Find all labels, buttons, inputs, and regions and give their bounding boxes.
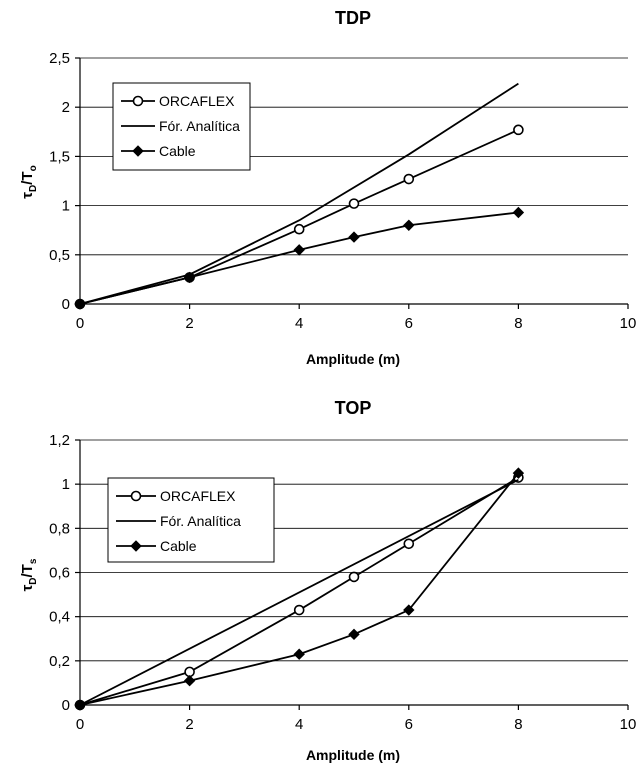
legend-orcaflex-label: ORCAFLEX [160, 488, 236, 504]
x-tick-label: 2 [185, 315, 193, 332]
y-tick-label: 2 [62, 99, 70, 116]
legend-cable-label: Cable [160, 538, 197, 554]
y-tick-label: 0,8 [49, 520, 70, 537]
series-orcaflex-point [293, 223, 305, 235]
x-tick-labels: 0 2 4 6 8 10 [76, 716, 637, 733]
x-tick-label: 8 [514, 315, 522, 332]
y-tick-label: 0,2 [49, 653, 70, 670]
y-axis-label-sub1: D [28, 577, 39, 584]
y-axis-label: τD/To [19, 165, 39, 198]
legend-orcaflex-label: ORCAFLEX [159, 93, 235, 109]
series-cable-point [293, 648, 305, 660]
legend-cable-marker [132, 145, 144, 157]
series-cable-point [403, 604, 415, 616]
series-orcaflex-point [293, 604, 305, 616]
legend-cable-marker [130, 540, 142, 552]
series-cable-point [74, 699, 86, 711]
x-tick-label: 10 [620, 716, 637, 733]
x-tick-label: 2 [185, 716, 193, 733]
series-orcaflex-point [348, 571, 360, 583]
legend: ORCAFLEX Fór. Analítica Cable [107, 477, 275, 563]
x-tick-label: 4 [295, 315, 303, 332]
y-tick-label: 0,6 [49, 565, 70, 582]
y-axis-label-main: τ [19, 584, 36, 591]
y-axis-label-sep: /T [19, 171, 36, 184]
series-orcaflex-point [348, 198, 360, 209]
y-axis-label-main: τ [19, 192, 36, 199]
series-cable-point [348, 628, 360, 641]
x-tick-label: 6 [405, 716, 413, 733]
series-cable-point [74, 298, 86, 310]
y-axis-label-sub2: s [28, 558, 39, 564]
series-cable-point [512, 206, 525, 219]
y-tick-label: 1,5 [49, 148, 70, 165]
y-axis-label-sep: /T [19, 564, 36, 577]
y-axis-label-sub1: D [28, 185, 39, 192]
series-layer [74, 467, 525, 711]
legend-orcaflex-marker [132, 95, 144, 107]
y-tick-labels: 0 0,5 1 1,5 2 2,5 [49, 50, 70, 313]
series-cable-point [348, 231, 360, 243]
y-tick-label: 0,4 [49, 609, 70, 626]
x-axis-label: Amplitude (m) [306, 747, 400, 763]
y-tick-label: 1 [62, 198, 70, 215]
y-axis-label-sub2: o [28, 165, 39, 171]
x-tick-label: 0 [76, 315, 84, 332]
x-tick-labels: 0 2 4 6 8 10 [76, 315, 637, 332]
series-cable-line [79, 472, 520, 706]
legend: ORCAFLEX Fór. Analítica Cable [112, 82, 251, 171]
legend-f-r-anal-tica-label: Fór. Analítica [160, 513, 241, 529]
series-layer [74, 82, 525, 310]
chart-top: TOP 0 0,2 0,4 0,6 0,8 1 1,2 0 2 4 6 8 10 Amplitude … [19, 398, 636, 763]
y-tick-label: 0 [62, 697, 70, 714]
y-tick-label: 2,5 [49, 50, 70, 67]
series-cable-point [293, 244, 305, 256]
x-tick-label: 6 [405, 315, 413, 332]
x-tick-label: 0 [76, 716, 84, 733]
series-orcaflex-line [79, 476, 519, 706]
y-tick-labels: 0 0,2 0,4 0,6 0,8 1 1,2 [49, 432, 70, 714]
x-axis-label: Amplitude (m) [306, 351, 400, 367]
y-tick-label: 1 [62, 476, 70, 493]
x-tick-label: 10 [620, 315, 637, 332]
chart-title: TDP [335, 8, 371, 28]
legend-orcaflex-marker [130, 490, 142, 502]
series-cable-point [183, 675, 196, 687]
series-orcaflex-point [513, 124, 524, 136]
chart-title: TOP [335, 398, 372, 418]
series-f-r-anal-tica-line [79, 82, 519, 305]
x-tick-label: 8 [514, 716, 522, 733]
series-orcaflex-point [403, 538, 415, 550]
series-f-r-anal-tica-line [79, 478, 519, 706]
y-tick-label: 0,5 [49, 247, 70, 264]
series-cable-point [512, 467, 525, 479]
legend-cable-label: Cable [159, 143, 196, 159]
series-cable-point [183, 271, 196, 284]
y-axis-label: τD/Ts [19, 558, 39, 591]
legend-f-r-anal-tica-label: Fór. Analítica [159, 118, 240, 134]
series-orcaflex-point [403, 173, 415, 185]
x-tick-label: 4 [295, 716, 303, 733]
series-cable-line [79, 211, 519, 305]
y-tick-label: 1,2 [49, 432, 70, 449]
chart-tdp: TDP 0 0,5 1 1,5 2 2,5 0 2 4 6 8 10 Amplitude (m) τ… [19, 8, 636, 367]
y-tick-label: 0 [62, 296, 70, 313]
series-cable-point [403, 219, 415, 231]
